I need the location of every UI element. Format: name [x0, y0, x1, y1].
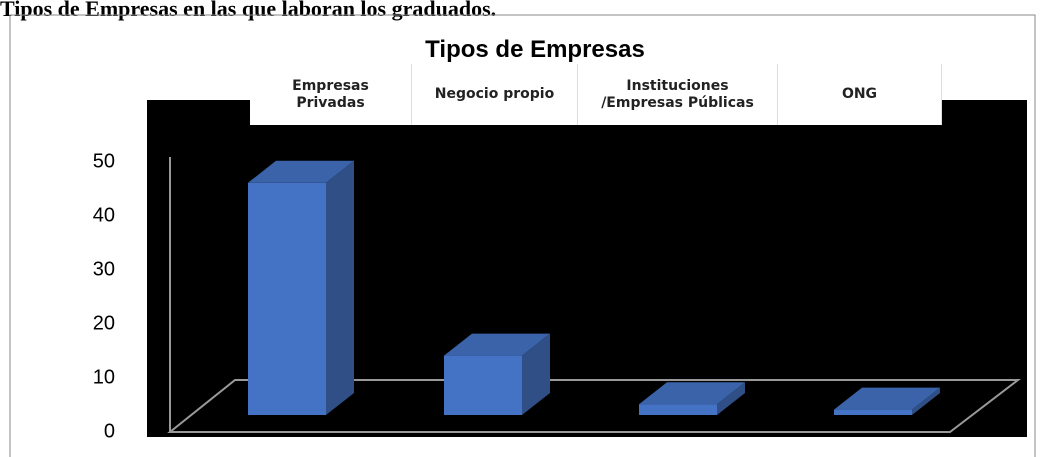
x-tick-label: ONG	[778, 64, 942, 125]
bar-top	[248, 160, 354, 183]
bar-side	[326, 160, 354, 415]
y-tick-label: 20	[93, 312, 115, 334]
bar	[834, 409, 912, 415]
x-tick-label: Instituciones /Empresas Públicas	[578, 64, 778, 125]
bar-side	[522, 333, 550, 415]
x-tick-label: Empresas Privadas	[250, 64, 412, 125]
y-tick-label: 0	[104, 420, 115, 442]
bar-side	[717, 382, 745, 415]
bar	[248, 182, 326, 415]
y-tick-label: 40	[93, 204, 115, 226]
bar-top	[834, 387, 940, 410]
bar-top	[444, 333, 550, 356]
y-tick-label: 30	[93, 258, 115, 280]
y-tick-label: 10	[93, 366, 115, 388]
x-tick-label: Negocio propio	[412, 64, 578, 125]
chart-title: Tipos de Empresas	[425, 36, 645, 63]
bar-top	[639, 382, 745, 405]
frame	[9, 14, 1036, 457]
bar-side	[912, 387, 940, 415]
floor	[167, 379, 1021, 433]
bar	[444, 355, 522, 415]
heading: Tipos de Empresas en las que laboran los…	[0, 0, 496, 21]
y-tick-label: 50	[93, 150, 115, 172]
bar	[639, 404, 717, 415]
